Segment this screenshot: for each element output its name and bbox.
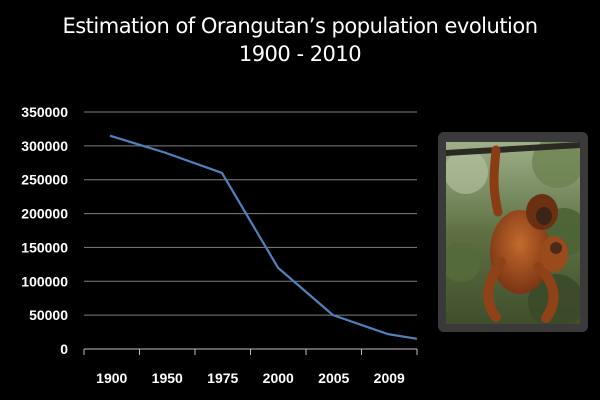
y-tick-label: 200000 — [21, 206, 68, 222]
x-tick-label: 1975 — [207, 370, 238, 386]
chart-title: Estimation of Orangutan’s population evo… — [40, 12, 560, 68]
y-tick-label: 100000 — [21, 273, 68, 289]
series-line — [109, 134, 418, 340]
y-tick-label: 0 — [60, 341, 68, 357]
y-tick-label: 50000 — [29, 307, 68, 323]
photo-frame — [438, 132, 588, 332]
x-tick-label: 1900 — [96, 370, 127, 386]
y-tick-label: 150000 — [21, 239, 68, 255]
x-tick-label: 2009 — [374, 370, 405, 386]
x-tick-label: 1950 — [152, 370, 183, 386]
x-tick-label: 2000 — [263, 370, 294, 386]
y-tick-label: 350000 — [21, 104, 68, 120]
y-tick-label: 250000 — [21, 172, 68, 188]
x-tick-label: 2005 — [318, 370, 349, 386]
orangutan-photo — [446, 142, 580, 324]
chart-title-line2: 1900 - 2010 — [238, 42, 362, 66]
y-tick-label: 300000 — [21, 138, 68, 154]
orangutan-image-icon — [446, 142, 580, 324]
chart-title-line1: Estimation of Orangutan’s population evo… — [62, 14, 538, 38]
